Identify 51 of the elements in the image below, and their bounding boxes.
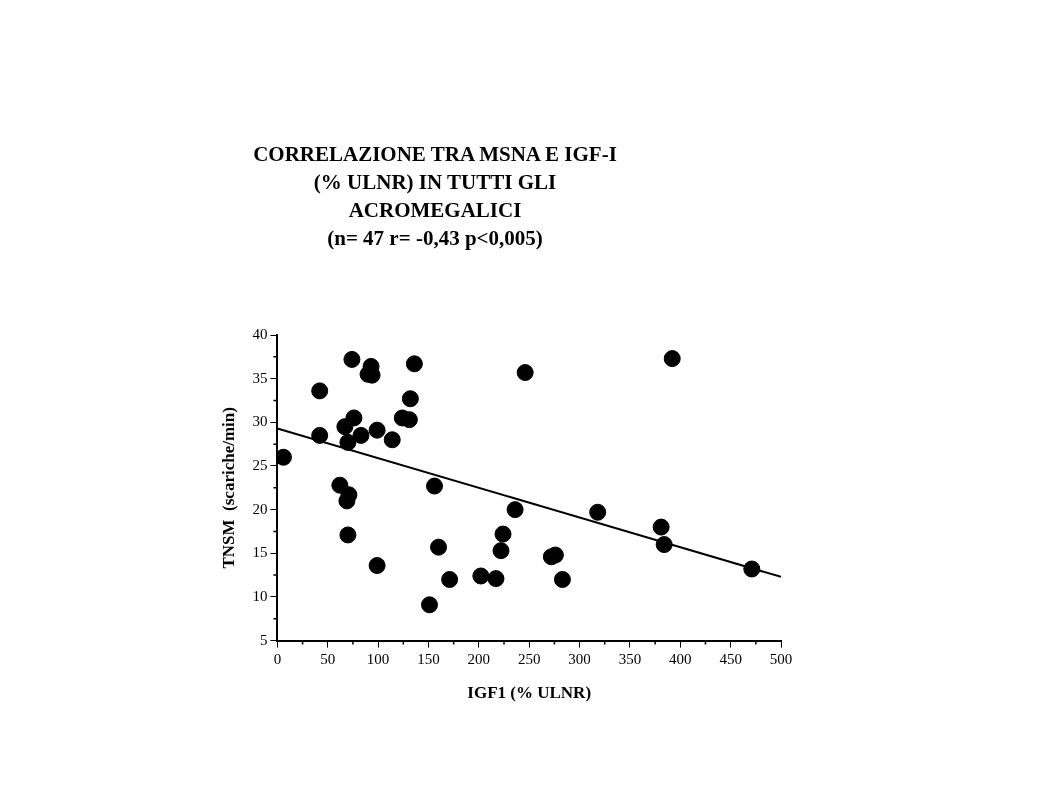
x-tick-label: 0 — [273, 650, 282, 667]
point — [494, 525, 512, 543]
point — [311, 382, 329, 400]
x-axis-title: IGF1 (% ULNR) — [467, 683, 592, 703]
point — [663, 350, 681, 368]
y-tick-label: 20 — [252, 500, 268, 517]
point — [368, 421, 386, 439]
point — [426, 477, 444, 495]
point — [441, 570, 459, 588]
x-tick-label: 50 — [320, 650, 336, 667]
x-tick-label: 350 — [618, 650, 642, 667]
point — [339, 433, 357, 451]
x-tick-label: 500 — [769, 650, 793, 667]
point — [336, 418, 354, 436]
point — [516, 364, 534, 382]
point — [430, 538, 448, 556]
x-tick-label: 250 — [517, 650, 541, 667]
y-tick-label: 25 — [252, 456, 268, 473]
chart-subtitle: (n= 47 r= -0,43 p<0,005) — [326, 225, 544, 252]
x-tick-label: 150 — [417, 650, 440, 667]
point — [492, 542, 510, 560]
y-tick-label: 30 — [252, 413, 268, 430]
y-tick-label: 15 — [252, 544, 268, 561]
point — [311, 426, 329, 444]
point — [352, 426, 370, 444]
point — [743, 560, 761, 578]
x-tick-label: 100 — [366, 650, 390, 667]
point — [339, 526, 357, 544]
x-tick-label: 200 — [467, 650, 491, 667]
point — [405, 355, 423, 373]
point — [553, 570, 571, 588]
point — [652, 518, 670, 536]
y-tick-label: 5 — [259, 631, 268, 648]
x-tick-label: 400 — [669, 650, 692, 667]
y-tick-label: 35 — [252, 369, 268, 386]
chart-title: CORRELAZIONE TRA MSNA E IGF-I (% ULNR) IN TUTTI GLI ACROMEGALICI — [252, 141, 618, 224]
point — [472, 567, 490, 585]
point — [420, 596, 438, 614]
point — [368, 557, 386, 575]
y-tick-label: 40 — [252, 325, 268, 342]
y-tick-label: 10 — [252, 587, 268, 604]
point — [401, 390, 419, 408]
point — [343, 350, 361, 368]
point — [589, 503, 607, 521]
point — [655, 536, 673, 554]
x-tick-label: 450 — [719, 650, 742, 667]
point — [506, 501, 524, 519]
y-axis-title: TNSM (scariche/min) — [218, 407, 238, 569]
x-tick-label: 300 — [568, 650, 591, 667]
point — [487, 570, 505, 588]
point — [383, 431, 401, 449]
